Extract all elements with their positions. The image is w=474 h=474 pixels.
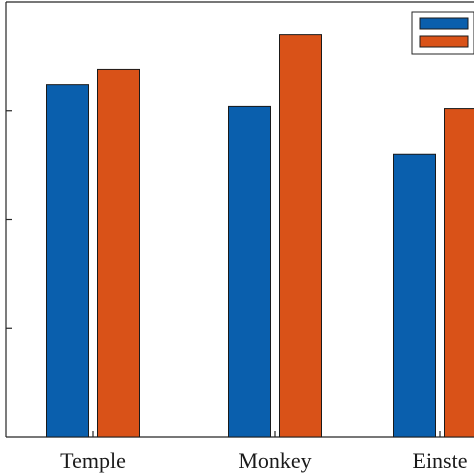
bar-einste-series-1	[393, 153, 436, 438]
x-tick-labels: Temple Monkey Einste	[60, 448, 467, 473]
bar-monkey-series-2	[279, 34, 322, 438]
legend-swatch-series-1	[419, 17, 469, 30]
bar-temple-series-1	[46, 84, 89, 438]
x-tick-label-monkey: Monkey	[238, 448, 311, 473]
bar-einste-series-2	[444, 108, 474, 438]
bar-temple-series-2	[97, 68, 140, 438]
legend-swatch-series-2	[419, 35, 469, 48]
bar-monkey-series-1	[228, 105, 271, 438]
x-tick-label-temple: Temple	[60, 448, 126, 473]
x-tick-label-einste: Einste	[413, 448, 468, 473]
chart-legend	[411, 11, 474, 55]
chart-bars	[46, 34, 474, 438]
